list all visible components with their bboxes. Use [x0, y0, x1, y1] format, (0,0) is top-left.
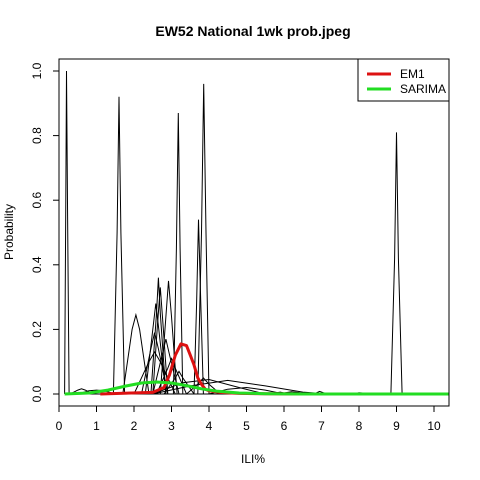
forecast-curve-5: [193, 219, 204, 395]
x-tick-label: 7: [318, 419, 325, 433]
y-tick-label: 0.6: [30, 192, 44, 209]
legend-label-em1: EM1: [400, 67, 425, 81]
forecast-curve-20: [152, 378, 266, 395]
series-sarima-line: [64, 380, 449, 396]
x-axis-label: ILI%: [241, 452, 265, 466]
forecast-curve-15: [156, 357, 187, 395]
y-tick-label: 1.0: [30, 62, 44, 79]
chart-title: EW52 National 1wk prob.jpeg: [155, 23, 350, 39]
forecast-curve-6: [390, 132, 403, 395]
x-tick-label: 2: [131, 419, 138, 433]
y-axis-label: Probability: [2, 204, 16, 260]
plot-area: [64, 70, 449, 396]
forecast-curve-10: [159, 280, 178, 395]
forecast-curve-14: [133, 351, 176, 395]
forecast-curve-8: [150, 277, 167, 395]
forecast-curve-1: [64, 70, 449, 395]
x-tick-label: 10: [427, 419, 441, 433]
x-tick-label: 1: [93, 419, 100, 433]
x-tick-label: 0: [56, 419, 63, 433]
x-tick-label: 6: [281, 419, 288, 433]
y-tick-label: 0.0: [30, 385, 44, 402]
y-tick-label: 0.2: [30, 321, 44, 338]
axes: 0 1 2 3 4 5 6 7 8 9 10 0.0 0.2 0.4 0.6 0.8 1.0: [30, 58, 450, 433]
forecast-curve-7: [122, 312, 150, 395]
x-tick-label: 4: [206, 419, 213, 433]
forecast-curve-19: [152, 379, 330, 395]
forecast-curve-2: [112, 96, 126, 395]
forecast-curve-3: [172, 112, 184, 395]
legend-label-sarima: SARIMA: [400, 82, 446, 96]
x-tick-label: 3: [168, 419, 175, 433]
x-tick-label: 8: [356, 419, 363, 433]
plot-frame: [58, 58, 450, 407]
x-tick-label: 9: [393, 419, 400, 433]
y-tick-label: 0.8: [30, 127, 44, 144]
legend-box: [357, 58, 450, 102]
x-tick-label: 5: [243, 419, 250, 433]
y-tick-label: 0.4: [30, 256, 44, 273]
